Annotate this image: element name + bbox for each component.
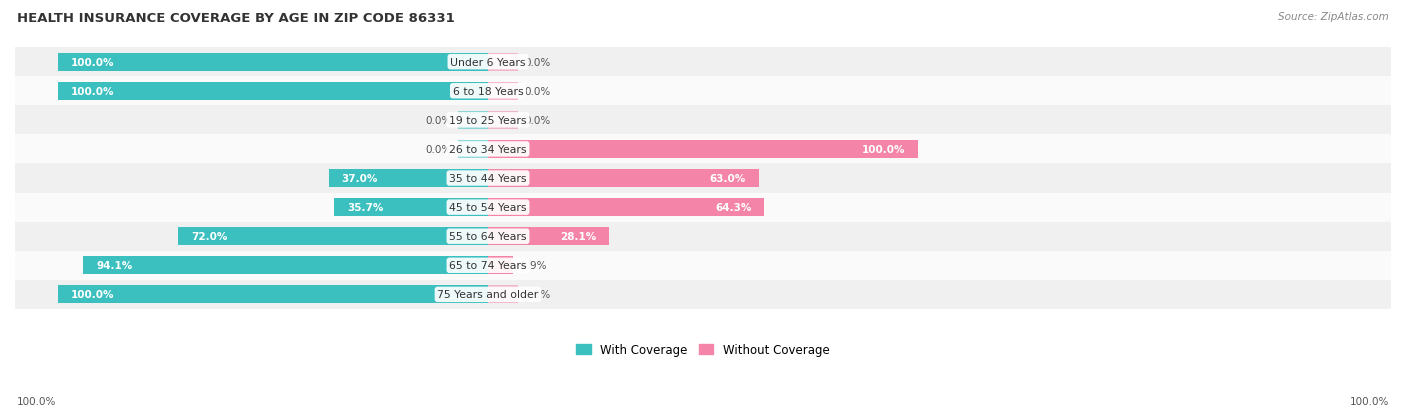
Bar: [15, 48, 1391, 77]
Text: 72.0%: 72.0%: [191, 232, 228, 242]
Text: 0.0%: 0.0%: [425, 116, 451, 126]
Bar: [15, 193, 1391, 222]
Bar: [488, 112, 517, 130]
Text: 100.0%: 100.0%: [862, 145, 905, 154]
Text: HEALTH INSURANCE COVERAGE BY AGE IN ZIP CODE 86331: HEALTH INSURANCE COVERAGE BY AGE IN ZIP …: [17, 12, 454, 25]
Bar: [15, 106, 1391, 135]
Text: 100.0%: 100.0%: [70, 87, 114, 97]
Text: 0.0%: 0.0%: [524, 87, 551, 97]
Bar: [15, 280, 1391, 309]
Text: 65 to 74 Years: 65 to 74 Years: [450, 261, 527, 271]
Bar: [329, 170, 488, 188]
Bar: [15, 251, 1391, 280]
Text: 28.1%: 28.1%: [560, 232, 596, 242]
Bar: [179, 228, 488, 246]
Text: 100.0%: 100.0%: [70, 57, 114, 67]
Text: 37.0%: 37.0%: [342, 173, 378, 184]
Bar: [488, 83, 517, 100]
Bar: [488, 140, 918, 159]
Bar: [58, 286, 488, 304]
Bar: [58, 54, 488, 71]
Text: 100.0%: 100.0%: [70, 290, 114, 300]
Bar: [488, 228, 609, 246]
Text: 0.0%: 0.0%: [524, 116, 551, 126]
Text: 19 to 25 Years: 19 to 25 Years: [450, 116, 527, 126]
Bar: [15, 222, 1391, 251]
Bar: [335, 199, 488, 216]
Text: 0.0%: 0.0%: [524, 290, 551, 300]
Bar: [488, 256, 513, 275]
Text: Under 6 Years: Under 6 Years: [450, 57, 526, 67]
Bar: [488, 286, 517, 304]
Text: 55 to 64 Years: 55 to 64 Years: [450, 232, 527, 242]
Text: 6 to 18 Years: 6 to 18 Years: [453, 87, 523, 97]
Bar: [488, 170, 759, 188]
Text: 63.0%: 63.0%: [710, 173, 747, 184]
Text: Source: ZipAtlas.com: Source: ZipAtlas.com: [1278, 12, 1389, 22]
Legend: With Coverage, Without Coverage: With Coverage, Without Coverage: [572, 338, 834, 361]
Text: 100.0%: 100.0%: [1350, 396, 1389, 406]
Text: 35.7%: 35.7%: [347, 203, 384, 213]
Bar: [458, 112, 488, 130]
Text: 94.1%: 94.1%: [96, 261, 132, 271]
Bar: [83, 256, 488, 275]
Text: 35 to 44 Years: 35 to 44 Years: [450, 173, 527, 184]
Bar: [488, 199, 765, 216]
Text: 0.0%: 0.0%: [425, 145, 451, 154]
Text: 64.3%: 64.3%: [716, 203, 752, 213]
Bar: [458, 140, 488, 159]
Text: 26 to 34 Years: 26 to 34 Years: [450, 145, 527, 154]
Bar: [15, 135, 1391, 164]
Text: 5.9%: 5.9%: [520, 261, 547, 271]
Bar: [15, 164, 1391, 193]
Bar: [488, 54, 517, 71]
Bar: [58, 83, 488, 100]
Bar: [15, 77, 1391, 106]
Text: 75 Years and older: 75 Years and older: [437, 290, 538, 300]
Text: 45 to 54 Years: 45 to 54 Years: [450, 203, 527, 213]
Text: 0.0%: 0.0%: [524, 57, 551, 67]
Text: 100.0%: 100.0%: [17, 396, 56, 406]
